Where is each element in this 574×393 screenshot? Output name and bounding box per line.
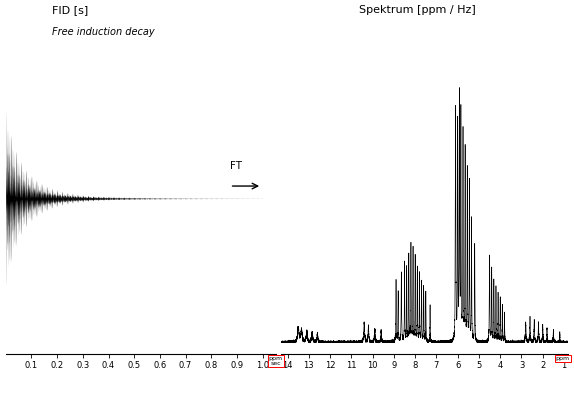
Text: ppm: ppm: [556, 356, 570, 361]
Text: Free induction decay: Free induction decay: [52, 27, 154, 37]
Text: ppm
sec: ppm sec: [269, 356, 282, 366]
Text: FT: FT: [230, 160, 242, 171]
Text: Spektrum [ppm / Hz]: Spektrum [ppm / Hz]: [359, 5, 475, 15]
Text: FID [s]: FID [s]: [52, 5, 88, 15]
